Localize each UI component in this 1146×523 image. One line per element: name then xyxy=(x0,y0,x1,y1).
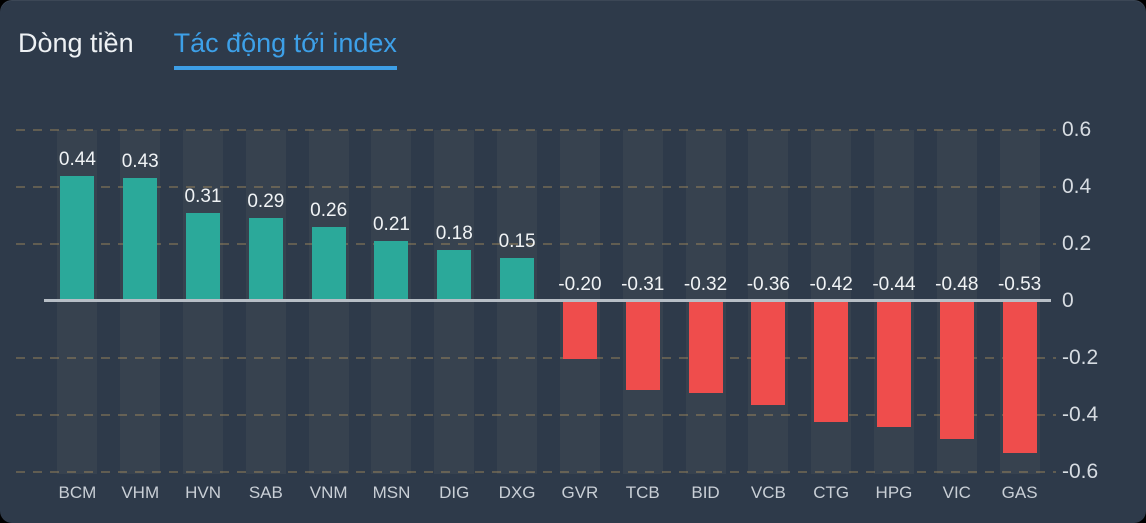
bar-HPG[interactable] xyxy=(876,302,911,428)
value-label: -0.31 xyxy=(621,274,665,295)
value-label: -0.53 xyxy=(997,274,1042,295)
category-label: DXG xyxy=(498,483,536,502)
value-label: 0.21 xyxy=(372,214,410,236)
value-label: 0.29 xyxy=(247,191,285,213)
category-label: BCM xyxy=(58,483,97,502)
bar-CTG[interactable] xyxy=(814,302,849,422)
bar-GAS[interactable] xyxy=(1002,302,1037,454)
bar-DIG[interactable] xyxy=(437,249,472,301)
value-label: 0.15 xyxy=(498,231,536,253)
tab-bar: Dòng tiền Tác động tới index xyxy=(18,27,397,70)
bar-BID[interactable] xyxy=(688,302,723,394)
y-axis-tick: 0.6 xyxy=(1062,118,1092,141)
category-label: VCB xyxy=(750,483,786,502)
bar-VNM[interactable] xyxy=(311,226,346,301)
category-label: VHM xyxy=(121,483,160,502)
category-label: HPG xyxy=(875,483,913,502)
value-label: -0.20 xyxy=(558,274,602,295)
zero-axis-line xyxy=(44,299,1051,302)
value-label: -0.44 xyxy=(872,274,916,295)
y-axis-tick: -0.6 xyxy=(1062,460,1099,483)
bar-GVR[interactable] xyxy=(562,302,597,359)
category-label: GAS xyxy=(1001,483,1038,502)
category-label: GVR xyxy=(561,483,599,502)
tab-dong-tien[interactable]: Dòng tiền xyxy=(18,28,134,58)
column-band xyxy=(371,130,412,474)
category-label: TCB xyxy=(625,483,660,502)
gridline xyxy=(16,357,1056,359)
column-band xyxy=(434,130,475,474)
bar-TCB[interactable] xyxy=(625,302,660,391)
bar-MSN[interactable] xyxy=(374,241,409,301)
column-band xyxy=(183,130,224,474)
category-label: BID xyxy=(691,483,720,502)
value-label: -0.48 xyxy=(935,274,979,295)
category-label: CTG xyxy=(813,483,850,502)
bar-VIC[interactable] xyxy=(939,302,974,439)
y-axis-tick: 0.4 xyxy=(1062,175,1092,198)
column-band xyxy=(497,130,538,474)
y-axis-tick: 0 xyxy=(1062,289,1074,312)
value-label: -0.42 xyxy=(809,274,853,295)
column-band xyxy=(245,130,286,474)
bar-DXG[interactable] xyxy=(500,258,535,301)
column-band xyxy=(308,130,349,474)
gridline xyxy=(16,129,1056,131)
value-label: 0.18 xyxy=(435,222,473,244)
y-axis-tick: 0.2 xyxy=(1062,232,1092,255)
tab-tac-dong-toi-index[interactable]: Tác động tới index xyxy=(173,27,397,70)
gridline xyxy=(16,471,1056,473)
value-label: 0.43 xyxy=(121,151,159,173)
value-label: 0.26 xyxy=(310,199,348,221)
bar-VCB[interactable] xyxy=(751,302,786,405)
value-label: 0.31 xyxy=(184,185,222,207)
value-label: -0.32 xyxy=(683,274,728,295)
bar-SAB[interactable] xyxy=(248,218,283,301)
category-label: HVN xyxy=(185,483,221,502)
value-label: 0.44 xyxy=(58,148,96,170)
category-label: MSN xyxy=(372,483,411,502)
gridline xyxy=(16,186,1056,188)
category-label: SAB xyxy=(248,483,283,502)
y-axis-tick: -0.2 xyxy=(1062,346,1099,369)
bar-HVN[interactable] xyxy=(186,212,221,301)
bar-VHM[interactable] xyxy=(123,178,158,301)
category-label: VNM xyxy=(309,483,348,502)
gridline xyxy=(16,414,1056,416)
value-label: -0.36 xyxy=(746,274,790,295)
gridline xyxy=(16,243,1056,245)
y-axis-tick: -0.4 xyxy=(1062,403,1099,426)
category-label: VIC xyxy=(942,483,971,502)
bar-BCM[interactable] xyxy=(60,175,95,301)
category-label: DIG xyxy=(439,483,470,502)
